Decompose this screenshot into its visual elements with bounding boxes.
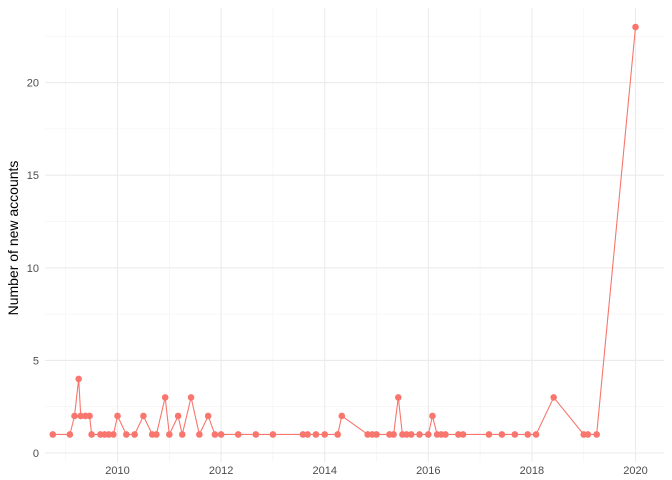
y-tick-label: 20	[27, 78, 39, 90]
x-tick-label: 2010	[105, 465, 129, 477]
data-point	[334, 431, 341, 438]
data-point	[234, 431, 242, 438]
data-point	[114, 412, 121, 420]
data-point	[364, 431, 372, 438]
data-point	[429, 412, 436, 420]
data-point	[584, 431, 592, 438]
y-tick-label: 10	[27, 263, 39, 275]
data-point	[511, 431, 519, 438]
data-point	[593, 431, 600, 438]
data-point	[161, 394, 169, 401]
data-point	[532, 431, 540, 438]
data-point	[459, 431, 467, 438]
data-point	[407, 431, 415, 438]
data-point	[304, 431, 311, 438]
data-point	[211, 431, 219, 438]
x-tick-label: 2014	[312, 465, 336, 477]
data-point	[71, 412, 78, 420]
data-point	[204, 412, 212, 420]
y-tick-label: 5	[33, 355, 39, 367]
data-point	[416, 431, 423, 438]
x-tick-label: 2020	[623, 465, 647, 477]
data-point	[498, 431, 506, 438]
data-point	[196, 431, 203, 438]
data-point	[123, 431, 130, 438]
data-point	[49, 431, 57, 438]
y-tick-label: 15	[27, 170, 39, 182]
data-point	[66, 431, 74, 438]
data-point	[269, 431, 277, 438]
data-point	[485, 431, 493, 438]
y-axis-tick-labels: 0 5 10 15 20	[27, 78, 39, 460]
series-layer	[49, 23, 639, 438]
data-point	[153, 431, 160, 438]
data-point	[86, 412, 93, 420]
data-point	[299, 431, 307, 438]
y-axis-title: Number of new accounts	[5, 161, 21, 316]
data-point	[105, 431, 113, 438]
data-point	[187, 394, 195, 401]
data-point	[110, 431, 117, 438]
data-point	[88, 431, 95, 438]
data-point	[632, 23, 639, 31]
data-point	[524, 431, 532, 438]
data-point	[403, 431, 410, 438]
major-gridlines	[45, 8, 664, 462]
data-point	[455, 431, 462, 438]
x-axis-tick-labels: 2010 2012 2014 2016 2018 2020	[105, 465, 647, 477]
data-point	[338, 412, 346, 420]
data-point	[140, 412, 147, 420]
data-point	[131, 431, 138, 438]
data-point	[425, 431, 432, 438]
data-point	[178, 431, 186, 438]
x-tick-label: 2018	[520, 465, 544, 477]
data-point	[75, 375, 82, 383]
data-point	[174, 412, 182, 420]
data-point	[217, 431, 225, 438]
data-point	[312, 431, 320, 438]
data-point	[373, 431, 380, 438]
x-tick-label: 2016	[416, 465, 440, 477]
x-tick-label: 2012	[209, 465, 233, 477]
data-point	[321, 431, 329, 438]
data-point	[252, 431, 260, 438]
minor-gridlines	[45, 8, 664, 462]
data-point	[166, 431, 173, 438]
series-line	[52, 26, 637, 436]
data-point	[442, 431, 449, 438]
y-tick-label: 0	[33, 448, 39, 460]
data-point	[394, 394, 402, 401]
data-point	[77, 412, 85, 420]
data-point	[550, 394, 557, 401]
data-point	[390, 431, 397, 438]
